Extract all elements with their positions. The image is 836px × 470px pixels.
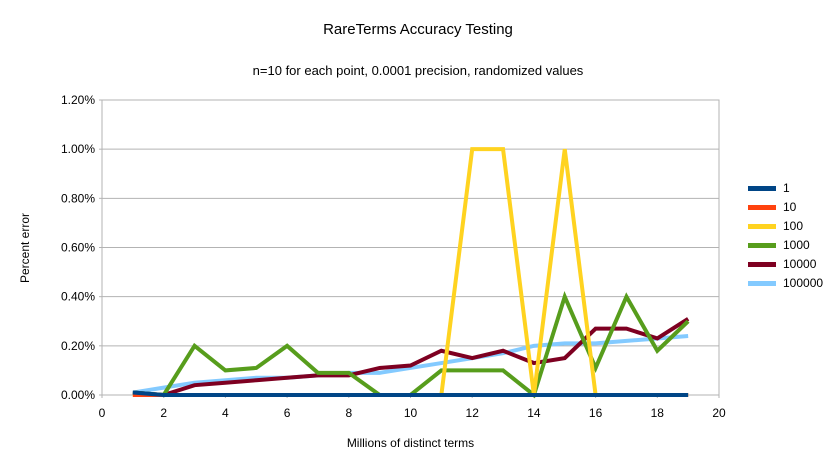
- chart-title: RareTerms Accuracy Testing: [323, 21, 513, 38]
- x-tick-label: 8: [345, 406, 352, 420]
- legend-item-10: 10: [748, 198, 823, 217]
- legend-label: 1000: [783, 238, 810, 252]
- legend-item-1000: 1000: [748, 236, 823, 255]
- y-tick-label: 0.20%: [61, 339, 95, 353]
- series-line-10000: [132, 317, 690, 398]
- x-tick-label: 10: [404, 406, 418, 420]
- x-tick-label: 2: [160, 406, 167, 420]
- legend-swatch-1: [748, 186, 776, 191]
- y-tick-label: 0.00%: [61, 388, 95, 402]
- legend-label: 1: [783, 181, 790, 195]
- legend-label: 10: [783, 200, 797, 214]
- series-line-1: [132, 390, 689, 397]
- y-tick-label: 0.40%: [61, 290, 95, 304]
- y-tick-label: 1.20%: [61, 93, 95, 107]
- chart-subtitle: n=10 for each point, 0.0001 precision, r…: [252, 63, 584, 78]
- legend-item-10000: 10000: [748, 255, 823, 274]
- legend-label: 100: [783, 219, 804, 233]
- x-tick-label: 18: [651, 406, 665, 420]
- x-tick-label: 16: [589, 406, 603, 420]
- legend-item-1: 1: [748, 179, 823, 198]
- y-tick-label: 0.80%: [61, 191, 95, 205]
- series-line-100: [132, 147, 689, 397]
- x-tick-label: 14: [527, 406, 541, 420]
- x-tick-label: 6: [284, 406, 291, 420]
- series-line-100000: [132, 334, 689, 395]
- x-tick-label: 12: [466, 406, 480, 420]
- y-axis-title: Percent error: [18, 212, 32, 284]
- legend-item-100000: 100000: [748, 274, 823, 293]
- legend-swatch-10: [748, 205, 776, 210]
- legend-item-100: 100: [748, 217, 823, 236]
- legend-swatch-1000: [748, 243, 776, 248]
- x-tick-label: 20: [712, 406, 726, 420]
- legend-label: 10000: [783, 257, 817, 271]
- y-tick-label: 1.00%: [61, 142, 95, 156]
- legend-swatch-10000: [748, 262, 776, 267]
- y-tick-label: 0.60%: [61, 241, 95, 255]
- legend: 1 10 100 1000 10000 100000: [748, 179, 823, 293]
- x-axis-title: Millions of distinct terms: [346, 436, 475, 450]
- x-tick-label: 0: [99, 406, 106, 420]
- legend-label: 100000: [783, 276, 824, 290]
- legend-swatch-100000: [748, 281, 776, 286]
- x-tick-label: 4: [222, 406, 229, 420]
- legend-swatch-100: [748, 224, 776, 229]
